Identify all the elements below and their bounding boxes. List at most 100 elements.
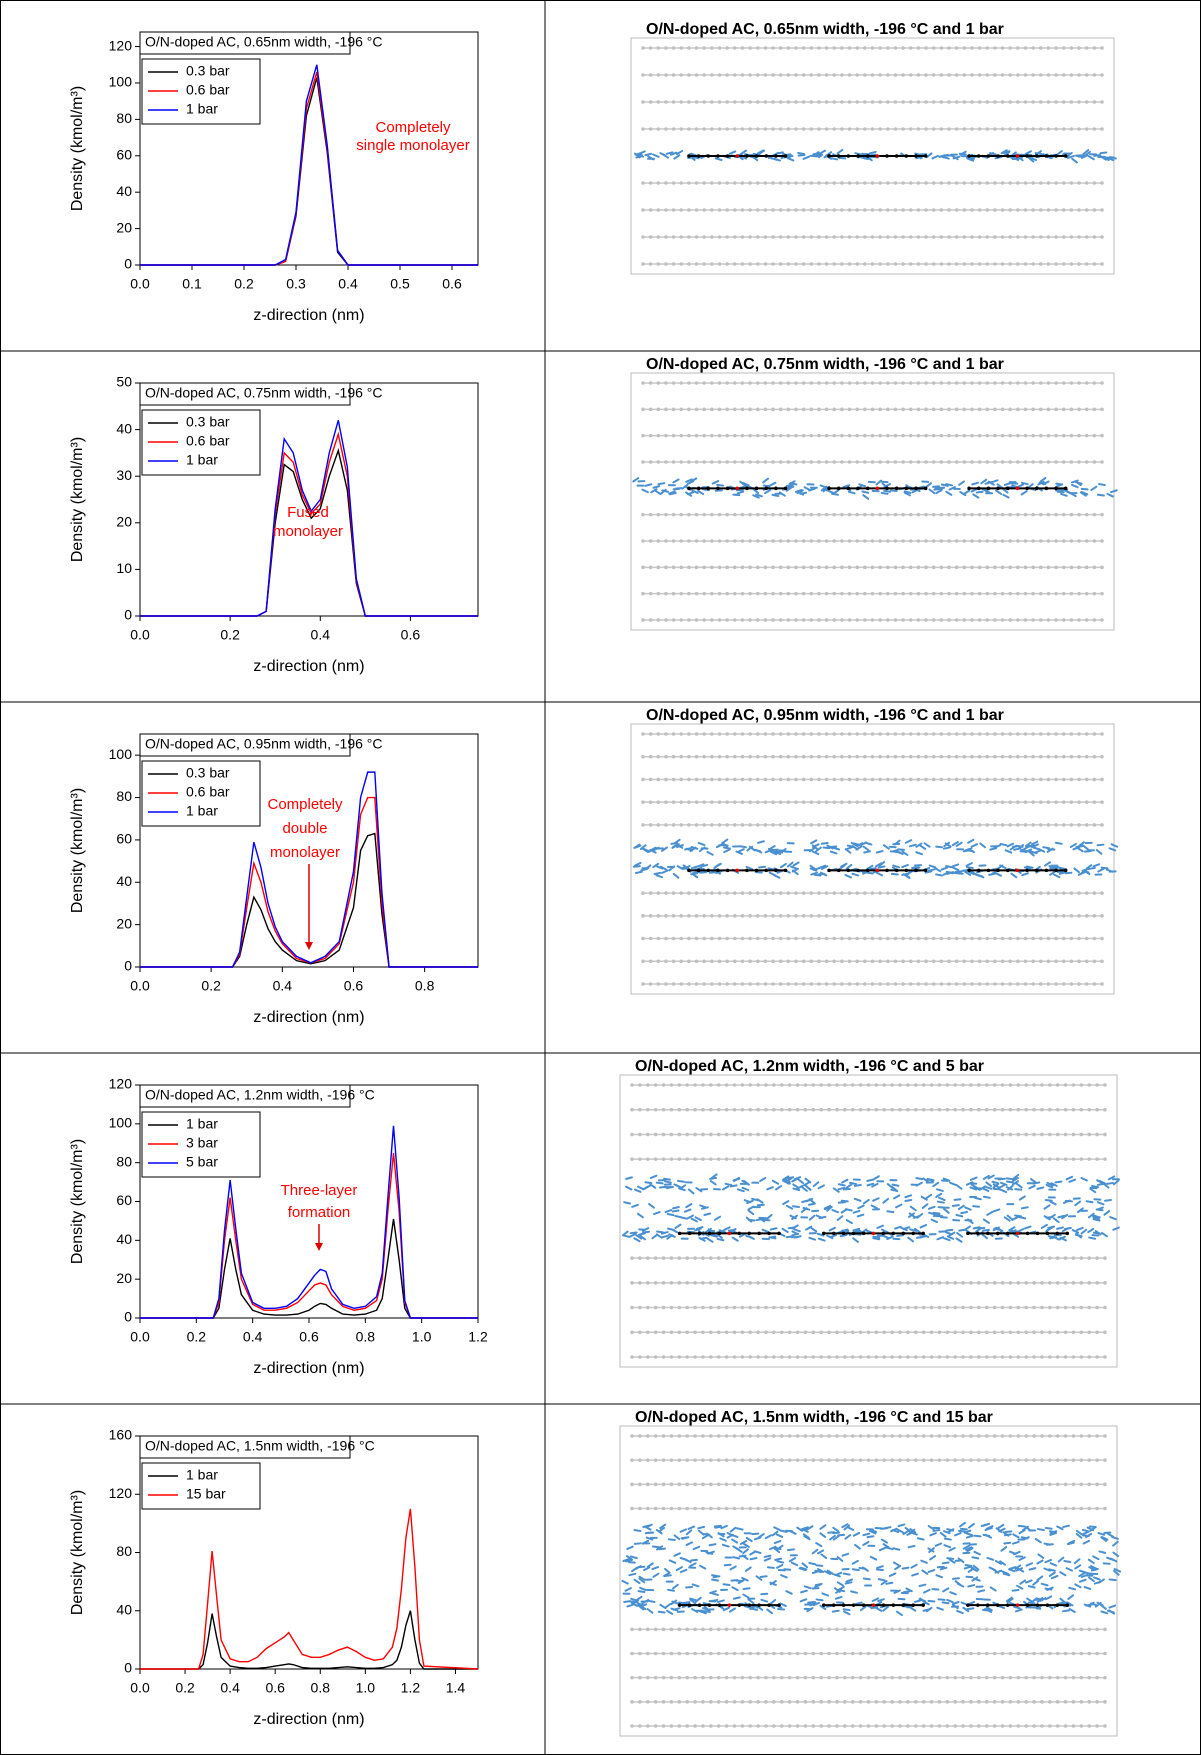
carbon-atom xyxy=(819,1355,823,1359)
carbon-atom xyxy=(1039,434,1043,438)
sheet-atom xyxy=(837,154,841,158)
carbon-atom xyxy=(906,1083,910,1087)
adsorbate xyxy=(787,1236,793,1237)
carbon-atom xyxy=(733,937,737,941)
carbon-atom xyxy=(898,1108,902,1112)
carbon-atom xyxy=(1077,46,1081,50)
carbon-atom xyxy=(906,1306,910,1310)
carbon-atom xyxy=(779,778,783,782)
carbon-atom xyxy=(679,823,683,827)
carbon-atom xyxy=(940,823,944,827)
carbon-atom xyxy=(1039,73,1043,77)
carbon-atom xyxy=(1054,73,1058,77)
adsorbate xyxy=(846,1209,852,1210)
adsorbate xyxy=(1049,1236,1055,1237)
adsorbate xyxy=(795,1236,801,1237)
carbon-atom xyxy=(886,434,890,438)
carbon-atom xyxy=(1048,1157,1052,1161)
carbon-atom xyxy=(1047,937,1051,941)
carbon-atom xyxy=(1072,1483,1076,1487)
carbon-atom xyxy=(946,1330,950,1334)
adsorbate xyxy=(629,1562,635,1563)
carbon-atom xyxy=(886,914,890,918)
carbon-atom xyxy=(812,1083,816,1087)
line-series xyxy=(140,1509,478,1669)
adsorbate xyxy=(1004,1543,1010,1544)
adsorbate xyxy=(1068,1543,1074,1544)
carbon-atom xyxy=(804,1434,808,1438)
carbon-atom xyxy=(780,1355,784,1359)
y-tick-label: 60 xyxy=(116,146,132,162)
sheet-atom xyxy=(688,1603,692,1607)
carbon-atom xyxy=(662,1355,666,1359)
carbon-atom xyxy=(930,1724,934,1728)
sheet-atom xyxy=(1016,154,1020,158)
carbon-atom xyxy=(890,1507,894,1511)
adsorbate xyxy=(658,483,664,484)
sheet-atom xyxy=(895,487,899,491)
carbon-atom xyxy=(748,1628,752,1632)
carbon-atom xyxy=(863,235,867,239)
chart-panel: 0204060801000.00.20.40.60.8z-direction (… xyxy=(69,734,478,1026)
carbon-atom xyxy=(701,1108,705,1112)
carbon-atom xyxy=(657,982,661,986)
carbon-atom xyxy=(796,1256,800,1260)
x-tick-label: 1.0 xyxy=(356,1680,376,1696)
carbon-atom xyxy=(1062,235,1066,239)
carbon-atom xyxy=(969,1133,973,1137)
carbon-atom xyxy=(796,1458,800,1462)
adsorbate xyxy=(884,491,890,492)
carbon-atom xyxy=(1009,1458,1013,1462)
carbon-atom xyxy=(662,1676,666,1680)
carbon-atom xyxy=(796,1628,800,1632)
carbon-atom xyxy=(794,891,798,895)
carbon-atom xyxy=(672,566,676,570)
adsorbate xyxy=(909,1546,915,1547)
carbon-atom xyxy=(733,778,737,782)
carbon-atom xyxy=(710,460,714,464)
carbon-atom xyxy=(741,1652,745,1656)
carbon-atom xyxy=(978,381,982,385)
carbon-atom xyxy=(1093,235,1097,239)
carbon-atom xyxy=(1070,208,1074,212)
carbon-atom xyxy=(840,566,844,570)
carbon-atom xyxy=(664,982,668,986)
carbon-atom xyxy=(886,381,890,385)
carbon-atom xyxy=(685,1355,689,1359)
carbon-atom xyxy=(725,1108,729,1112)
carbon-atom xyxy=(909,914,913,918)
adsorbate xyxy=(897,1235,903,1236)
carbon-atom xyxy=(940,235,944,239)
carbon-atom xyxy=(1070,618,1074,622)
carbon-atom xyxy=(756,982,760,986)
carbon-atom xyxy=(701,1133,705,1137)
carbon-atom xyxy=(832,513,836,517)
carbon-atom xyxy=(963,181,967,185)
carbon-atom xyxy=(1047,100,1051,104)
carbon-atom xyxy=(695,46,699,50)
carbon-atom xyxy=(978,914,982,918)
carbon-atom xyxy=(1072,1157,1076,1161)
carbon-atom xyxy=(863,937,867,941)
carbon-atom xyxy=(886,513,890,517)
carbon-atom xyxy=(894,208,898,212)
carbon-atom xyxy=(978,618,982,622)
carbon-atom xyxy=(1039,914,1043,918)
carbon-atom xyxy=(679,235,683,239)
carbon-atom xyxy=(748,566,752,570)
carbon-atom xyxy=(851,1507,855,1511)
carbon-atom xyxy=(1016,208,1020,212)
carbon-atom xyxy=(695,100,699,104)
carbon-atom xyxy=(1070,460,1074,464)
carbon-atom xyxy=(1085,262,1089,266)
carbon-atom xyxy=(970,778,974,782)
carbon-atom xyxy=(863,127,867,131)
sheet-atom xyxy=(767,1232,771,1236)
sheet-atom xyxy=(708,1232,712,1236)
adsorbate xyxy=(1082,489,1088,490)
carbon-atom xyxy=(901,513,905,517)
carbon-atom xyxy=(924,891,928,895)
carbon-atom xyxy=(725,460,729,464)
adsorbate xyxy=(944,847,950,848)
sheet-atom xyxy=(866,487,870,491)
